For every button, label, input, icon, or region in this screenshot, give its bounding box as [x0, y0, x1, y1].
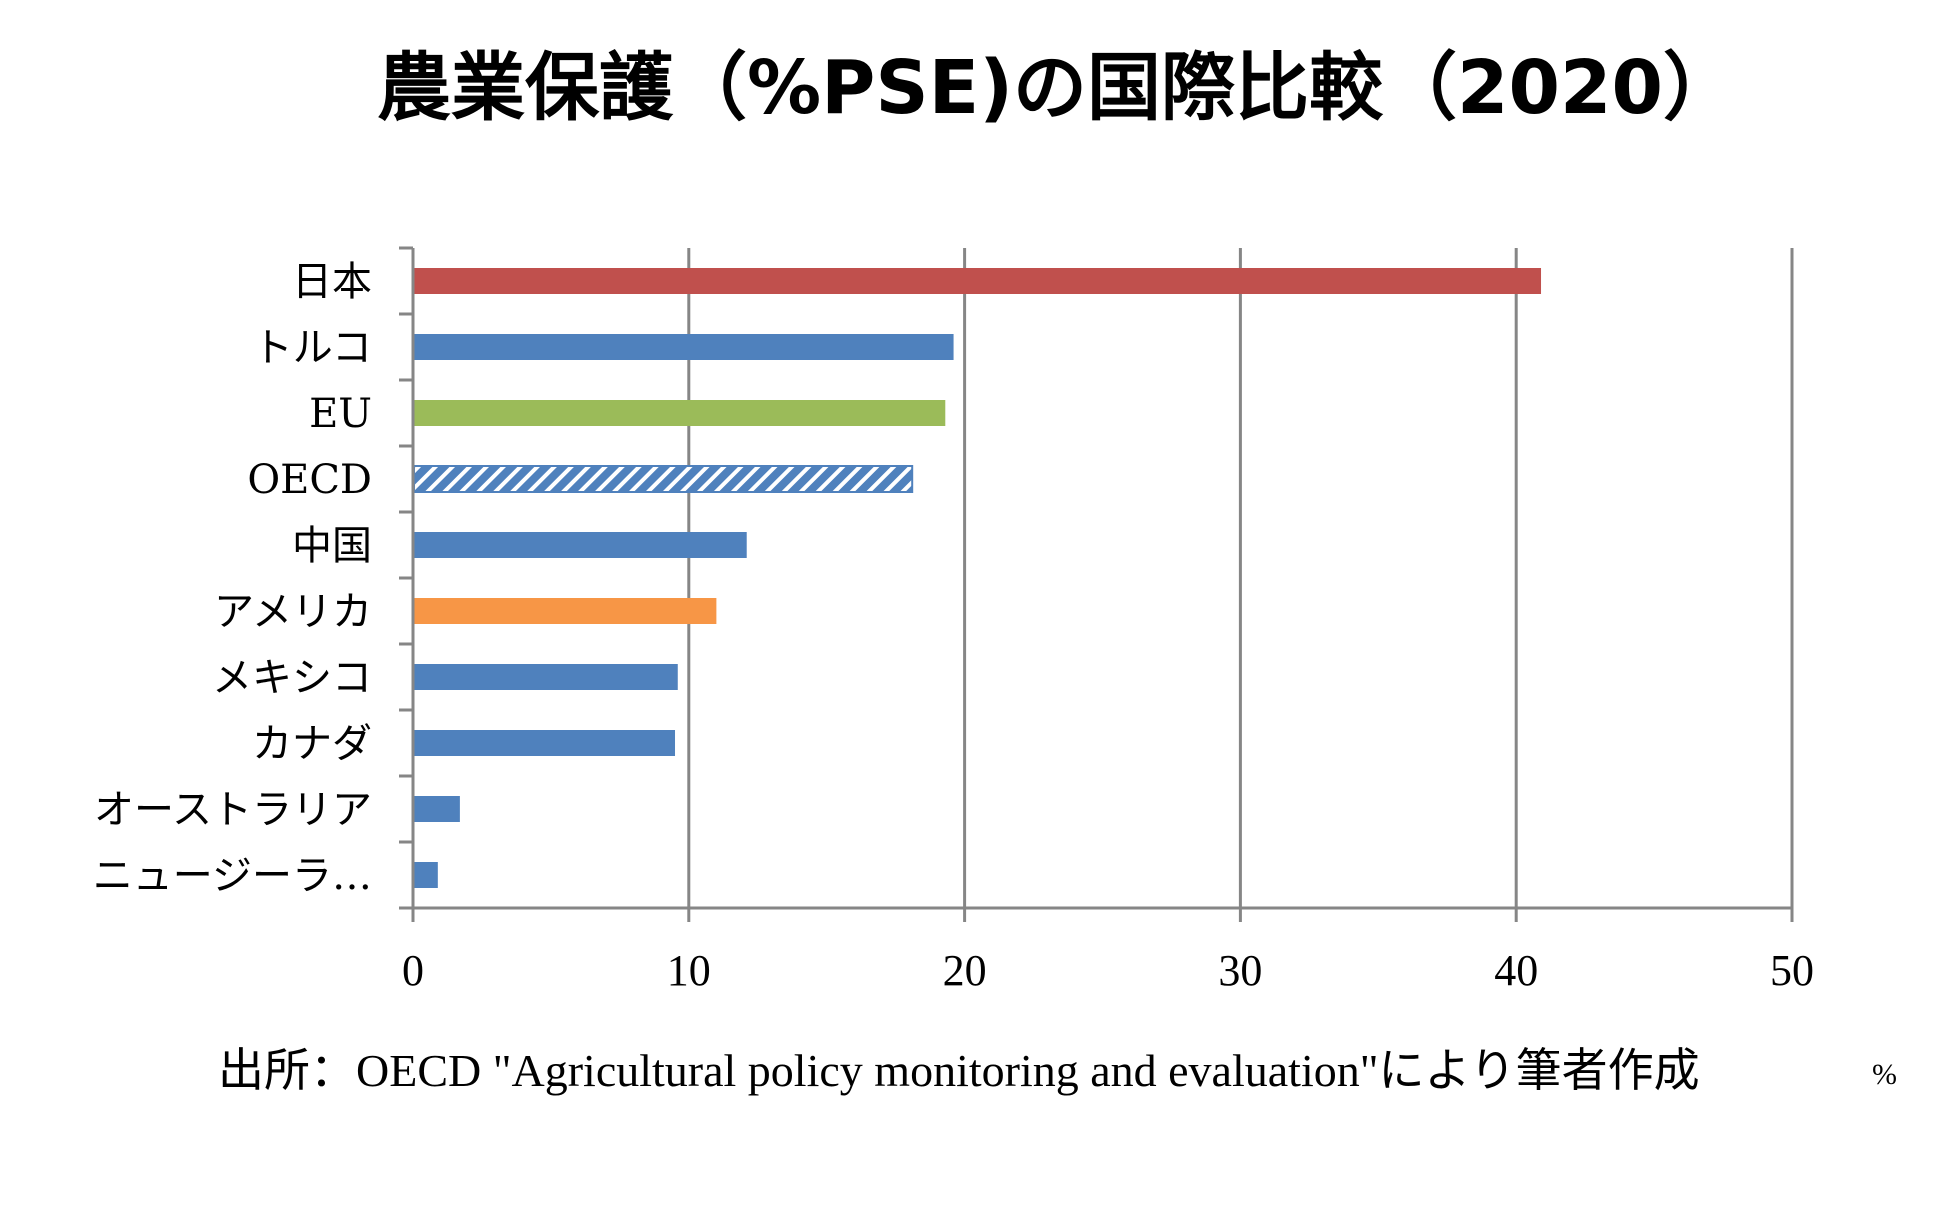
category-label: カナダ	[252, 721, 372, 767]
bar	[414, 532, 747, 558]
category-label: EU	[309, 391, 372, 437]
bar	[414, 400, 946, 426]
category-label: ニュージーラ…	[93, 853, 372, 899]
chart-title: 農業保護（%PSE)の国際比較（2020）	[377, 45, 1737, 131]
category-label: 日本	[292, 259, 372, 305]
x-tick-labels: 0 10 20 30 40 50	[402, 946, 1814, 995]
bar	[414, 796, 460, 822]
bars	[413, 268, 1542, 888]
category-label: トルコ	[253, 325, 372, 371]
x-tick-label: 40	[1494, 946, 1538, 995]
x-tick-label: 10	[667, 946, 711, 995]
x-axis-unit-label: %	[1872, 1058, 1897, 1091]
category-label: OECD	[247, 457, 372, 503]
category-label: 中国	[292, 523, 372, 569]
category-label: アメリカ	[214, 589, 372, 635]
bar	[414, 730, 676, 756]
bar	[414, 598, 717, 624]
bar	[413, 465, 914, 493]
axes	[399, 246, 1794, 922]
x-tick-label: 20	[943, 946, 987, 995]
category-label: オーストラリア	[94, 787, 372, 833]
category-label: メキシコ	[212, 655, 372, 701]
bar	[414, 664, 678, 690]
grid-lines	[687, 248, 1794, 908]
x-tick-label: 0	[402, 946, 424, 995]
source-note: 出所：OECD "Agricultural policy monitoring …	[218, 1045, 1700, 1096]
bar	[414, 334, 954, 360]
x-tick-label: 50	[1770, 946, 1814, 995]
bar	[414, 268, 1542, 294]
x-tick-label: 30	[1218, 946, 1262, 995]
bar	[414, 862, 438, 888]
